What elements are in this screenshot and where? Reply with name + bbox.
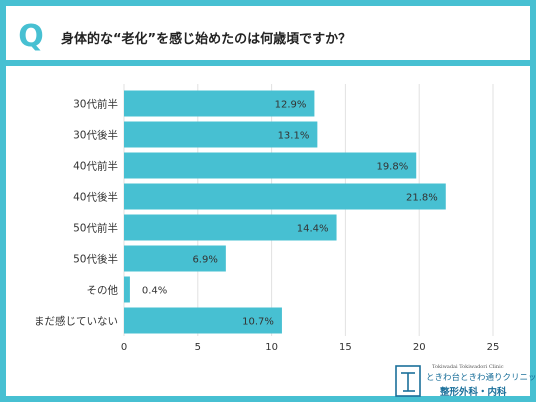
category-label: 40代後半: [73, 191, 118, 204]
question-header-inner: Q 身体的な“老化”を感じ始めたのは何歳頃ですか？: [6, 6, 530, 60]
bar-4: [124, 214, 337, 241]
clinic-name: ときわ台ときわ通りクリニック: [426, 373, 536, 383]
q-badge: Q: [18, 19, 44, 54]
x-tick-label: 10: [265, 342, 278, 353]
bar-7: [124, 307, 282, 334]
category-label: まだ感じていない: [34, 315, 118, 328]
bar-1: [124, 121, 318, 148]
bar-3: [124, 183, 446, 210]
value-label: 6.9%: [192, 255, 217, 266]
value-label: 13.1%: [278, 131, 310, 142]
value-label: 21.8%: [406, 193, 438, 204]
category-label: 40代前半: [73, 160, 118, 173]
bar-2: [124, 152, 417, 179]
bar-6: [124, 276, 130, 303]
value-label: 14.4%: [297, 224, 329, 235]
category-label: 50代後半: [73, 253, 118, 266]
value-label: 0.4%: [142, 286, 167, 297]
category-label: 50代前半: [73, 222, 118, 235]
value-label: 12.9%: [275, 100, 307, 111]
clinic-logo-icon: [395, 365, 421, 397]
x-tick-label: 5: [195, 342, 201, 353]
value-label: 10.7%: [242, 317, 274, 328]
bar-0: [124, 90, 315, 117]
chart-x-ticks: 0 5 10 15 20 25: [121, 342, 500, 353]
chart-value-labels: 12.9% 13.1% 19.8% 21.8% 14.4% 6.9% 0.4% 10.7%: [142, 100, 438, 328]
chart-category-labels: 30代前半 30代後半 40代前半 40代後半 50代前半 50代後半その他まだ感じていな…: [34, 98, 118, 328]
category-label: その他: [87, 284, 119, 297]
chart-bars: [124, 90, 446, 334]
category-label: 30代前半: [73, 98, 118, 111]
clinic-logo: Tokiwadai Tokiwadori Clinic ときわ台ときわ通りクリニ…: [394, 364, 536, 400]
bar-chart: 30代前半 30代後半 40代前半 40代後半 50代前半 50代後半その他まだ感じていな…: [34, 84, 500, 353]
x-tick-label: 15: [339, 342, 352, 353]
question-header: Q 身体的な“老化”を感じ始めたのは何歳頃ですか？: [0, 0, 536, 66]
x-tick-label: 0: [121, 342, 127, 353]
x-tick-label: 20: [413, 342, 426, 353]
value-label: 19.8%: [376, 162, 408, 173]
clinic-english-name: Tokiwadai Tokiwadori Clinic: [432, 364, 504, 370]
question-text: 身体的な“老化”を感じ始めたのは何歳頃ですか？: [61, 32, 352, 47]
clinic-departments: 整形外科・内科: [440, 387, 507, 398]
bar-5: [124, 245, 226, 272]
x-tick-label: 25: [487, 342, 500, 353]
category-label: 30代後半: [73, 129, 118, 142]
